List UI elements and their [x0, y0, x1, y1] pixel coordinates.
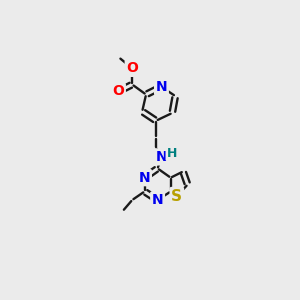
- Text: S: S: [171, 189, 182, 204]
- Text: N: N: [152, 193, 164, 207]
- Text: H: H: [167, 146, 177, 160]
- Text: N: N: [156, 150, 167, 164]
- Text: O: O: [126, 61, 138, 75]
- Text: N: N: [139, 171, 150, 185]
- Text: O: O: [112, 84, 124, 98]
- Text: N: N: [156, 80, 167, 94]
